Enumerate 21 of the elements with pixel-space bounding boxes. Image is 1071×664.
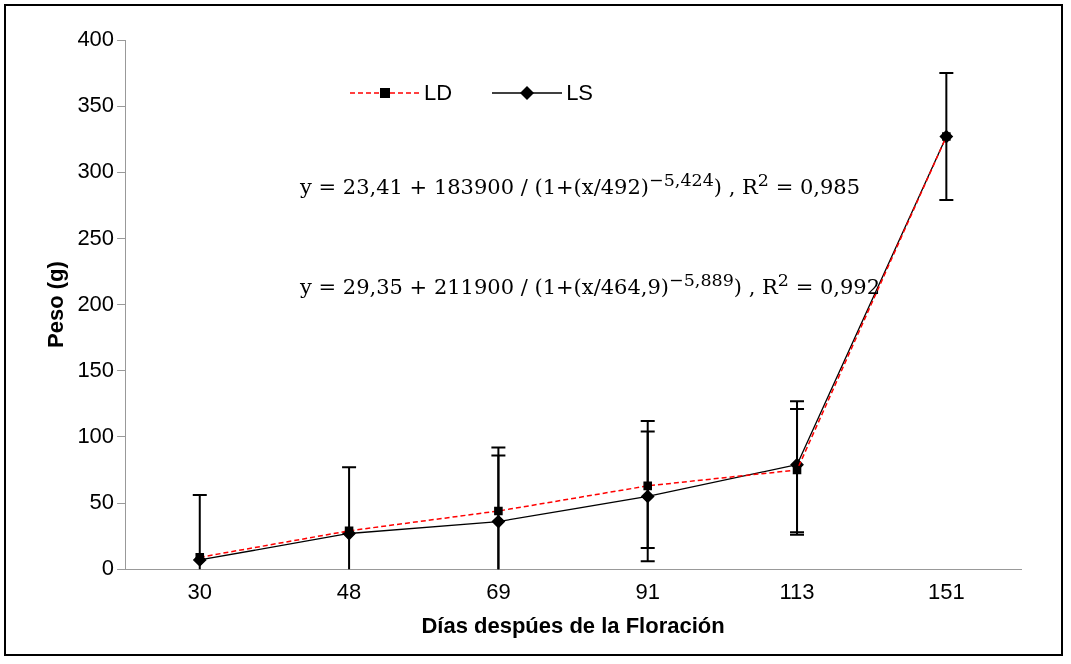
y-tick-label: 250 bbox=[77, 224, 115, 250]
y-tick-label: 100 bbox=[77, 422, 115, 448]
x-tick-label: 48 bbox=[336, 579, 362, 605]
y-tick-label: 400 bbox=[77, 26, 115, 52]
y-tick-label: 0 bbox=[101, 555, 115, 581]
y-tick-label: 150 bbox=[77, 356, 115, 382]
y-axis-title: Peso (g) bbox=[43, 261, 69, 348]
annotation: y = 23,41 + 183900 / (1+(x/492)$^{−5,424}$) , R$^{2}$ = 0,985 bbox=[300, 170, 861, 199]
y-tick-label: 350 bbox=[77, 92, 115, 118]
x-tick-label: 91 bbox=[635, 579, 660, 605]
x-axis-title: Días despúes de la Floración bbox=[421, 612, 725, 638]
x-tick-label: 151 bbox=[927, 579, 965, 605]
legend-label: LD bbox=[424, 80, 453, 106]
y-tick-label: 200 bbox=[77, 290, 115, 316]
x-tick-label: 69 bbox=[486, 579, 511, 605]
x-tick-label: 113 bbox=[779, 579, 815, 605]
annotation: y = 29,35 + 211900 / (1+(x/464,9)$^{−5,889}$) , R$^{2}$ = 0,992 bbox=[300, 270, 881, 299]
legend-label: LS bbox=[566, 80, 594, 106]
y-tick-label: 50 bbox=[89, 489, 115, 515]
x-tick-label: 30 bbox=[187, 579, 213, 605]
y-tick-label: 300 bbox=[77, 158, 115, 184]
